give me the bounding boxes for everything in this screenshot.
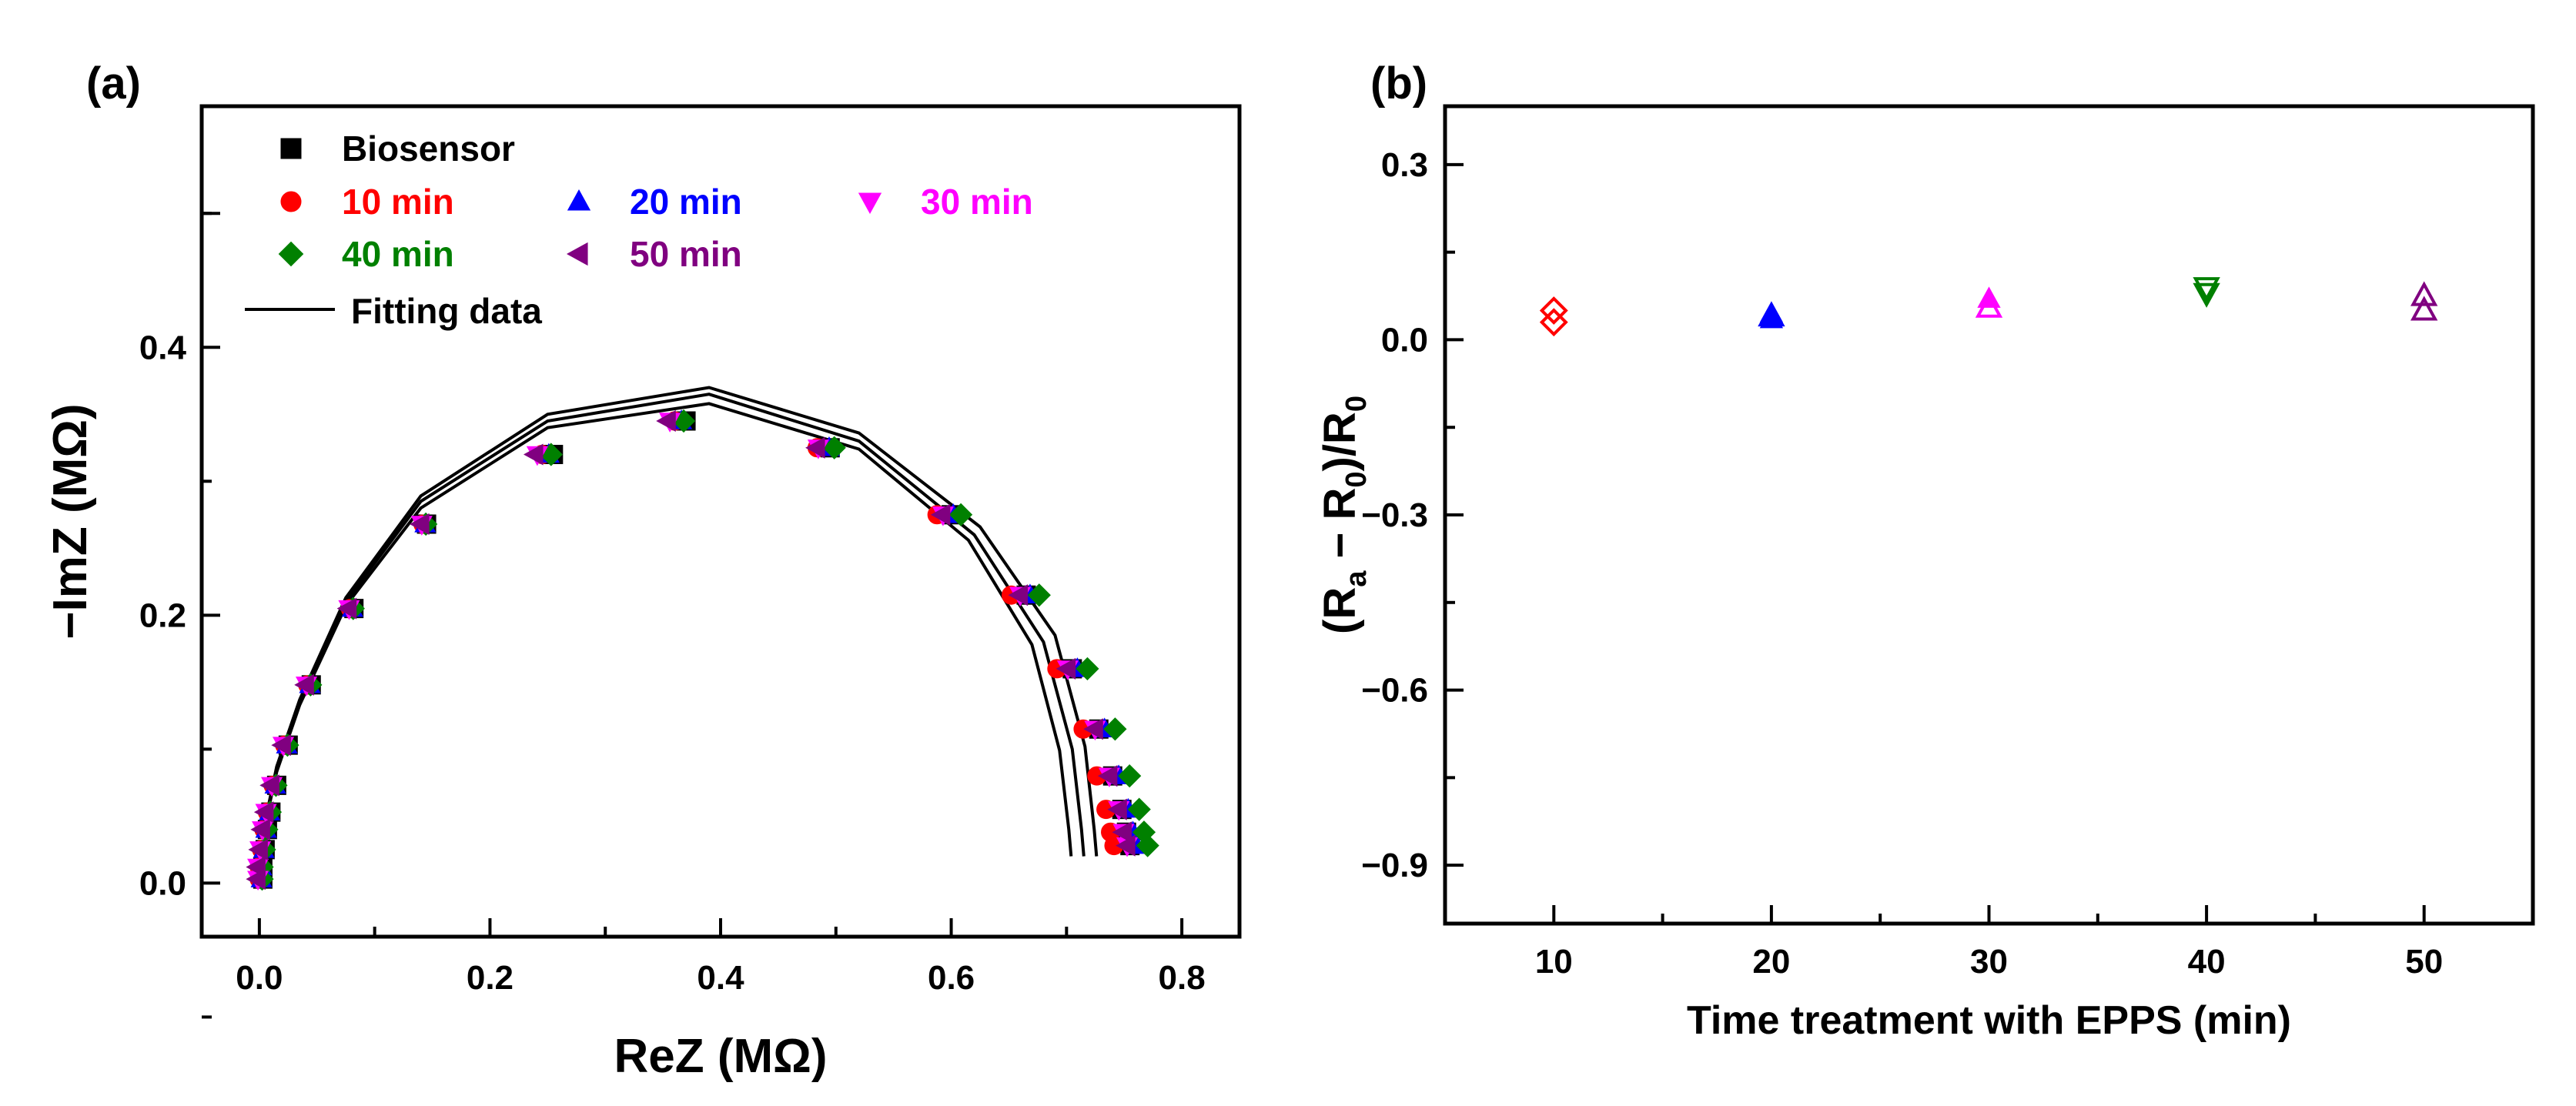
series-40-min [250, 409, 1159, 891]
series-5-marker-3 [250, 818, 270, 840]
series-5-marker-1 [246, 856, 266, 878]
x-tick-label-b: 40 [2188, 943, 2226, 981]
series-5-marker-13 [930, 503, 951, 526]
legend-2-marker-0 [567, 189, 591, 211]
series-20-min [250, 409, 1148, 887]
series-5-marker-6 [271, 734, 291, 757]
series-5-marker-11 [656, 409, 676, 433]
x-axis-label-a: ReZ (MΩ) [614, 1030, 827, 1083]
series-4-marker-17 [1118, 764, 1142, 788]
panel-letter-a: (a) [86, 58, 141, 109]
series-4-marker-13 [948, 503, 973, 526]
legend-3-marker-0 [858, 192, 882, 214]
series-b-4-marker-1 [2410, 296, 2438, 321]
series-5-marker-5 [259, 774, 279, 797]
legend-label: 40 min [342, 234, 454, 274]
legend-0-marker-0 [280, 138, 302, 159]
x-tick-label-a: 0.2 [467, 959, 514, 997]
series-5-marker-2 [248, 838, 268, 860]
data-points-a [246, 409, 1159, 891]
series-50-min [246, 409, 1136, 890]
series-b-2-marker-1 [1975, 292, 2003, 318]
series-5-marker-14 [1008, 584, 1029, 606]
y-tick-label-b: −0.3 [1361, 496, 1428, 534]
series-5-marker-16 [1083, 718, 1103, 740]
x-tick-label-a: 0.8 [1159, 959, 1206, 997]
y-axis-label-b: (Ra − R0)/R0 [1315, 396, 1373, 634]
series-biosensor [253, 411, 1140, 889]
series-b-4-marker-0 [2410, 281, 2438, 306]
series-b-0 [1539, 296, 1568, 337]
axis-ticks-b: 10 20 30 40 50 0.3 0.0 −0.3 −0.6 −0.9 [1361, 146, 2534, 981]
panel-b: (b) 10 20 30 40 50 0.3 0.0 −0.3 −0.6 −0.9 Time tr… [1315, 58, 2535, 1043]
fit-lines [257, 386, 1099, 884]
y-tick-label-a: 0.2 [139, 596, 186, 634]
series-b-3-marker-0 [2193, 277, 2220, 302]
series-5-marker-8 [336, 597, 357, 620]
x-tick-label-b: 10 [1535, 943, 1573, 981]
legend-label: 10 min [342, 182, 454, 222]
legend-5-marker-0 [567, 242, 588, 266]
fit-line-0 [257, 393, 1086, 884]
series-5-marker-18 [1107, 798, 1127, 820]
legend-label: Biosensor [342, 129, 515, 169]
axis-ticks-a: 0.0 0.2 0.4 0.6 0.8 0.0 0.2 0.4 [139, 212, 1206, 1019]
legend-label: 30 min [921, 182, 1033, 222]
series-b-1-marker-2 [1758, 301, 1785, 327]
series-4-marker-12 [822, 436, 846, 459]
plot-frame-a [199, 104, 1242, 939]
legend-1-marker-0 [280, 191, 302, 212]
series-b-1 [1758, 301, 1785, 329]
series-5-marker-20 [1116, 834, 1136, 857]
y-tick-label-b: −0.6 [1361, 672, 1428, 710]
x-tick-label-b: 50 [2405, 943, 2443, 981]
y-tick-label-b: 0.3 [1381, 146, 1428, 184]
fit-line-2 [257, 402, 1073, 884]
series-b-3 [2193, 277, 2220, 308]
series-4-marker-16 [1103, 717, 1127, 741]
y-axis-label-a: −ImZ (MΩ) [44, 403, 97, 639]
y-tick-label-a: 0.0 [139, 864, 186, 902]
series-5-marker-4 [253, 801, 274, 824]
series-4-marker-15 [1076, 657, 1099, 681]
series-5-marker-17 [1097, 765, 1118, 787]
series-5-marker-10 [524, 443, 544, 466]
series-b-2 [1975, 286, 2003, 318]
series-4-marker-18 [1127, 797, 1151, 821]
y-tick-label-b: −0.9 [1361, 847, 1428, 884]
y-tick-label-a: 0.4 [139, 329, 187, 366]
x-tick-label-a: 0.4 [697, 959, 744, 997]
x-tick-label-b: 30 [1970, 943, 2008, 981]
series-b-0-marker-0 [1539, 296, 1568, 325]
legend-label: 50 min [630, 234, 742, 274]
legend-a: Biosensor 10 min 20 min 30 min 40 min 50 min F… [245, 129, 1033, 331]
series-10-min [249, 411, 1124, 889]
series-30-min [247, 413, 1139, 891]
series-5-marker-9 [410, 513, 430, 536]
series-b-3-marker-1 [2193, 282, 2220, 308]
data-points-b [1539, 277, 2438, 337]
panel-letter-b: (b) [1370, 58, 1427, 109]
legend-label: 20 min [630, 182, 742, 222]
series-5-marker-7 [294, 673, 314, 696]
x-tick-label-a: 0.6 [928, 959, 975, 997]
series-b-4 [2410, 281, 2438, 321]
x-tick-label-a: 0.0 [236, 959, 283, 997]
panel-a: (a) 0.0 0.2 0.4 0.6 0.8 0.0 0.2 0.4 Biosensor 10… [44, 58, 1242, 1083]
series-4-marker-20 [1136, 834, 1159, 857]
plot-frame-b [1443, 104, 2535, 926]
legend-4-marker-0 [278, 241, 304, 267]
fit-line-1 [257, 386, 1099, 884]
series-4-marker-14 [1027, 583, 1051, 607]
x-tick-label-b: 20 [1752, 943, 1790, 981]
legend-label: Fitting data [351, 291, 542, 331]
series-5-marker-19 [1112, 821, 1132, 844]
y-tick-label-b: 0.0 [1381, 321, 1428, 359]
series-b-0-marker-1 [1539, 308, 1568, 337]
x-axis-label-b: Time treatment with EPPS (min) [1687, 998, 2291, 1043]
series-5-marker-15 [1055, 657, 1076, 680]
series-5-marker-12 [805, 436, 825, 459]
